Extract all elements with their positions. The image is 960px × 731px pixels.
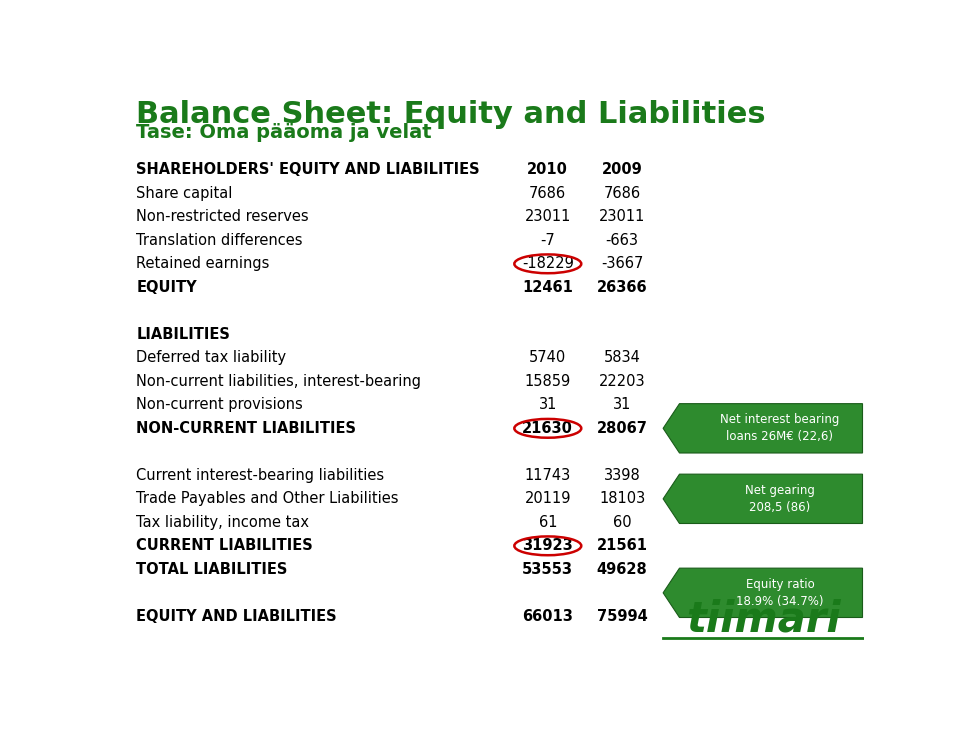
Text: 28067: 28067 bbox=[597, 421, 648, 436]
Polygon shape bbox=[663, 474, 862, 523]
Text: 5740: 5740 bbox=[529, 350, 566, 366]
Text: 53553: 53553 bbox=[522, 562, 573, 577]
Text: 2010: 2010 bbox=[527, 162, 568, 178]
Text: tiimari: tiimari bbox=[686, 599, 841, 640]
Text: NON-CURRENT LIABILITIES: NON-CURRENT LIABILITIES bbox=[136, 421, 356, 436]
Text: EQUITY: EQUITY bbox=[136, 280, 197, 295]
Text: TOTAL LIABILITIES: TOTAL LIABILITIES bbox=[136, 562, 288, 577]
Text: 15859: 15859 bbox=[525, 374, 571, 389]
Text: 23011: 23011 bbox=[524, 209, 571, 224]
Text: Non-restricted reserves: Non-restricted reserves bbox=[136, 209, 309, 224]
Text: 61: 61 bbox=[539, 515, 557, 530]
Text: 2009: 2009 bbox=[602, 162, 642, 178]
Text: 12461: 12461 bbox=[522, 280, 573, 295]
Text: 3398: 3398 bbox=[604, 468, 640, 483]
Text: 75994: 75994 bbox=[597, 609, 648, 624]
Text: 60: 60 bbox=[612, 515, 632, 530]
Text: 7686: 7686 bbox=[529, 186, 566, 201]
Text: Non-current liabilities, interest-bearing: Non-current liabilities, interest-bearin… bbox=[136, 374, 421, 389]
Text: Balance Sheet: Equity and Liabilities: Balance Sheet: Equity and Liabilities bbox=[136, 100, 766, 129]
Text: Deferred tax liability: Deferred tax liability bbox=[136, 350, 286, 366]
Polygon shape bbox=[663, 568, 862, 618]
Text: Tax liability, income tax: Tax liability, income tax bbox=[136, 515, 309, 530]
Text: 7686: 7686 bbox=[604, 186, 640, 201]
Text: 5834: 5834 bbox=[604, 350, 640, 366]
Text: 31: 31 bbox=[539, 398, 557, 412]
Text: -663: -663 bbox=[606, 233, 638, 248]
Polygon shape bbox=[663, 404, 862, 453]
Text: Retained earnings: Retained earnings bbox=[136, 257, 270, 271]
Text: -18229: -18229 bbox=[522, 257, 574, 271]
Text: Net interest bearing
loans 26M€ (22,6): Net interest bearing loans 26M€ (22,6) bbox=[720, 413, 840, 443]
Text: 18103: 18103 bbox=[599, 491, 645, 507]
Text: 23011: 23011 bbox=[599, 209, 645, 224]
Text: Tase: Oma pääoma ja velat: Tase: Oma pääoma ja velat bbox=[136, 123, 432, 142]
Text: 11743: 11743 bbox=[525, 468, 571, 483]
Text: -3667: -3667 bbox=[601, 257, 643, 271]
Text: SHAREHOLDERS' EQUITY AND LIABILITIES: SHAREHOLDERS' EQUITY AND LIABILITIES bbox=[136, 162, 480, 178]
Text: Non-current provisions: Non-current provisions bbox=[136, 398, 303, 412]
Text: Share capital: Share capital bbox=[136, 186, 232, 201]
Text: 66013: 66013 bbox=[522, 609, 573, 624]
Text: -7: -7 bbox=[540, 233, 555, 248]
Text: 26366: 26366 bbox=[597, 280, 647, 295]
Text: LIABILITIES: LIABILITIES bbox=[136, 327, 230, 342]
Text: Translation differences: Translation differences bbox=[136, 233, 302, 248]
Text: Equity ratio
18.9% (34.7%): Equity ratio 18.9% (34.7%) bbox=[736, 577, 824, 607]
Text: 20119: 20119 bbox=[524, 491, 571, 507]
Text: Current interest-bearing liabilities: Current interest-bearing liabilities bbox=[136, 468, 385, 483]
Text: 31923: 31923 bbox=[522, 538, 573, 553]
Text: CURRENT LIABILITIES: CURRENT LIABILITIES bbox=[136, 538, 313, 553]
Text: 21561: 21561 bbox=[597, 538, 648, 553]
Text: EQUITY AND LIABILITIES: EQUITY AND LIABILITIES bbox=[136, 609, 337, 624]
Text: 49628: 49628 bbox=[597, 562, 648, 577]
Text: 22203: 22203 bbox=[599, 374, 645, 389]
Text: Net gearing
208,5 (86): Net gearing 208,5 (86) bbox=[745, 484, 815, 514]
Text: 21630: 21630 bbox=[522, 421, 573, 436]
Text: 31: 31 bbox=[613, 398, 632, 412]
Text: Trade Payables and Other Liabilities: Trade Payables and Other Liabilities bbox=[136, 491, 398, 507]
